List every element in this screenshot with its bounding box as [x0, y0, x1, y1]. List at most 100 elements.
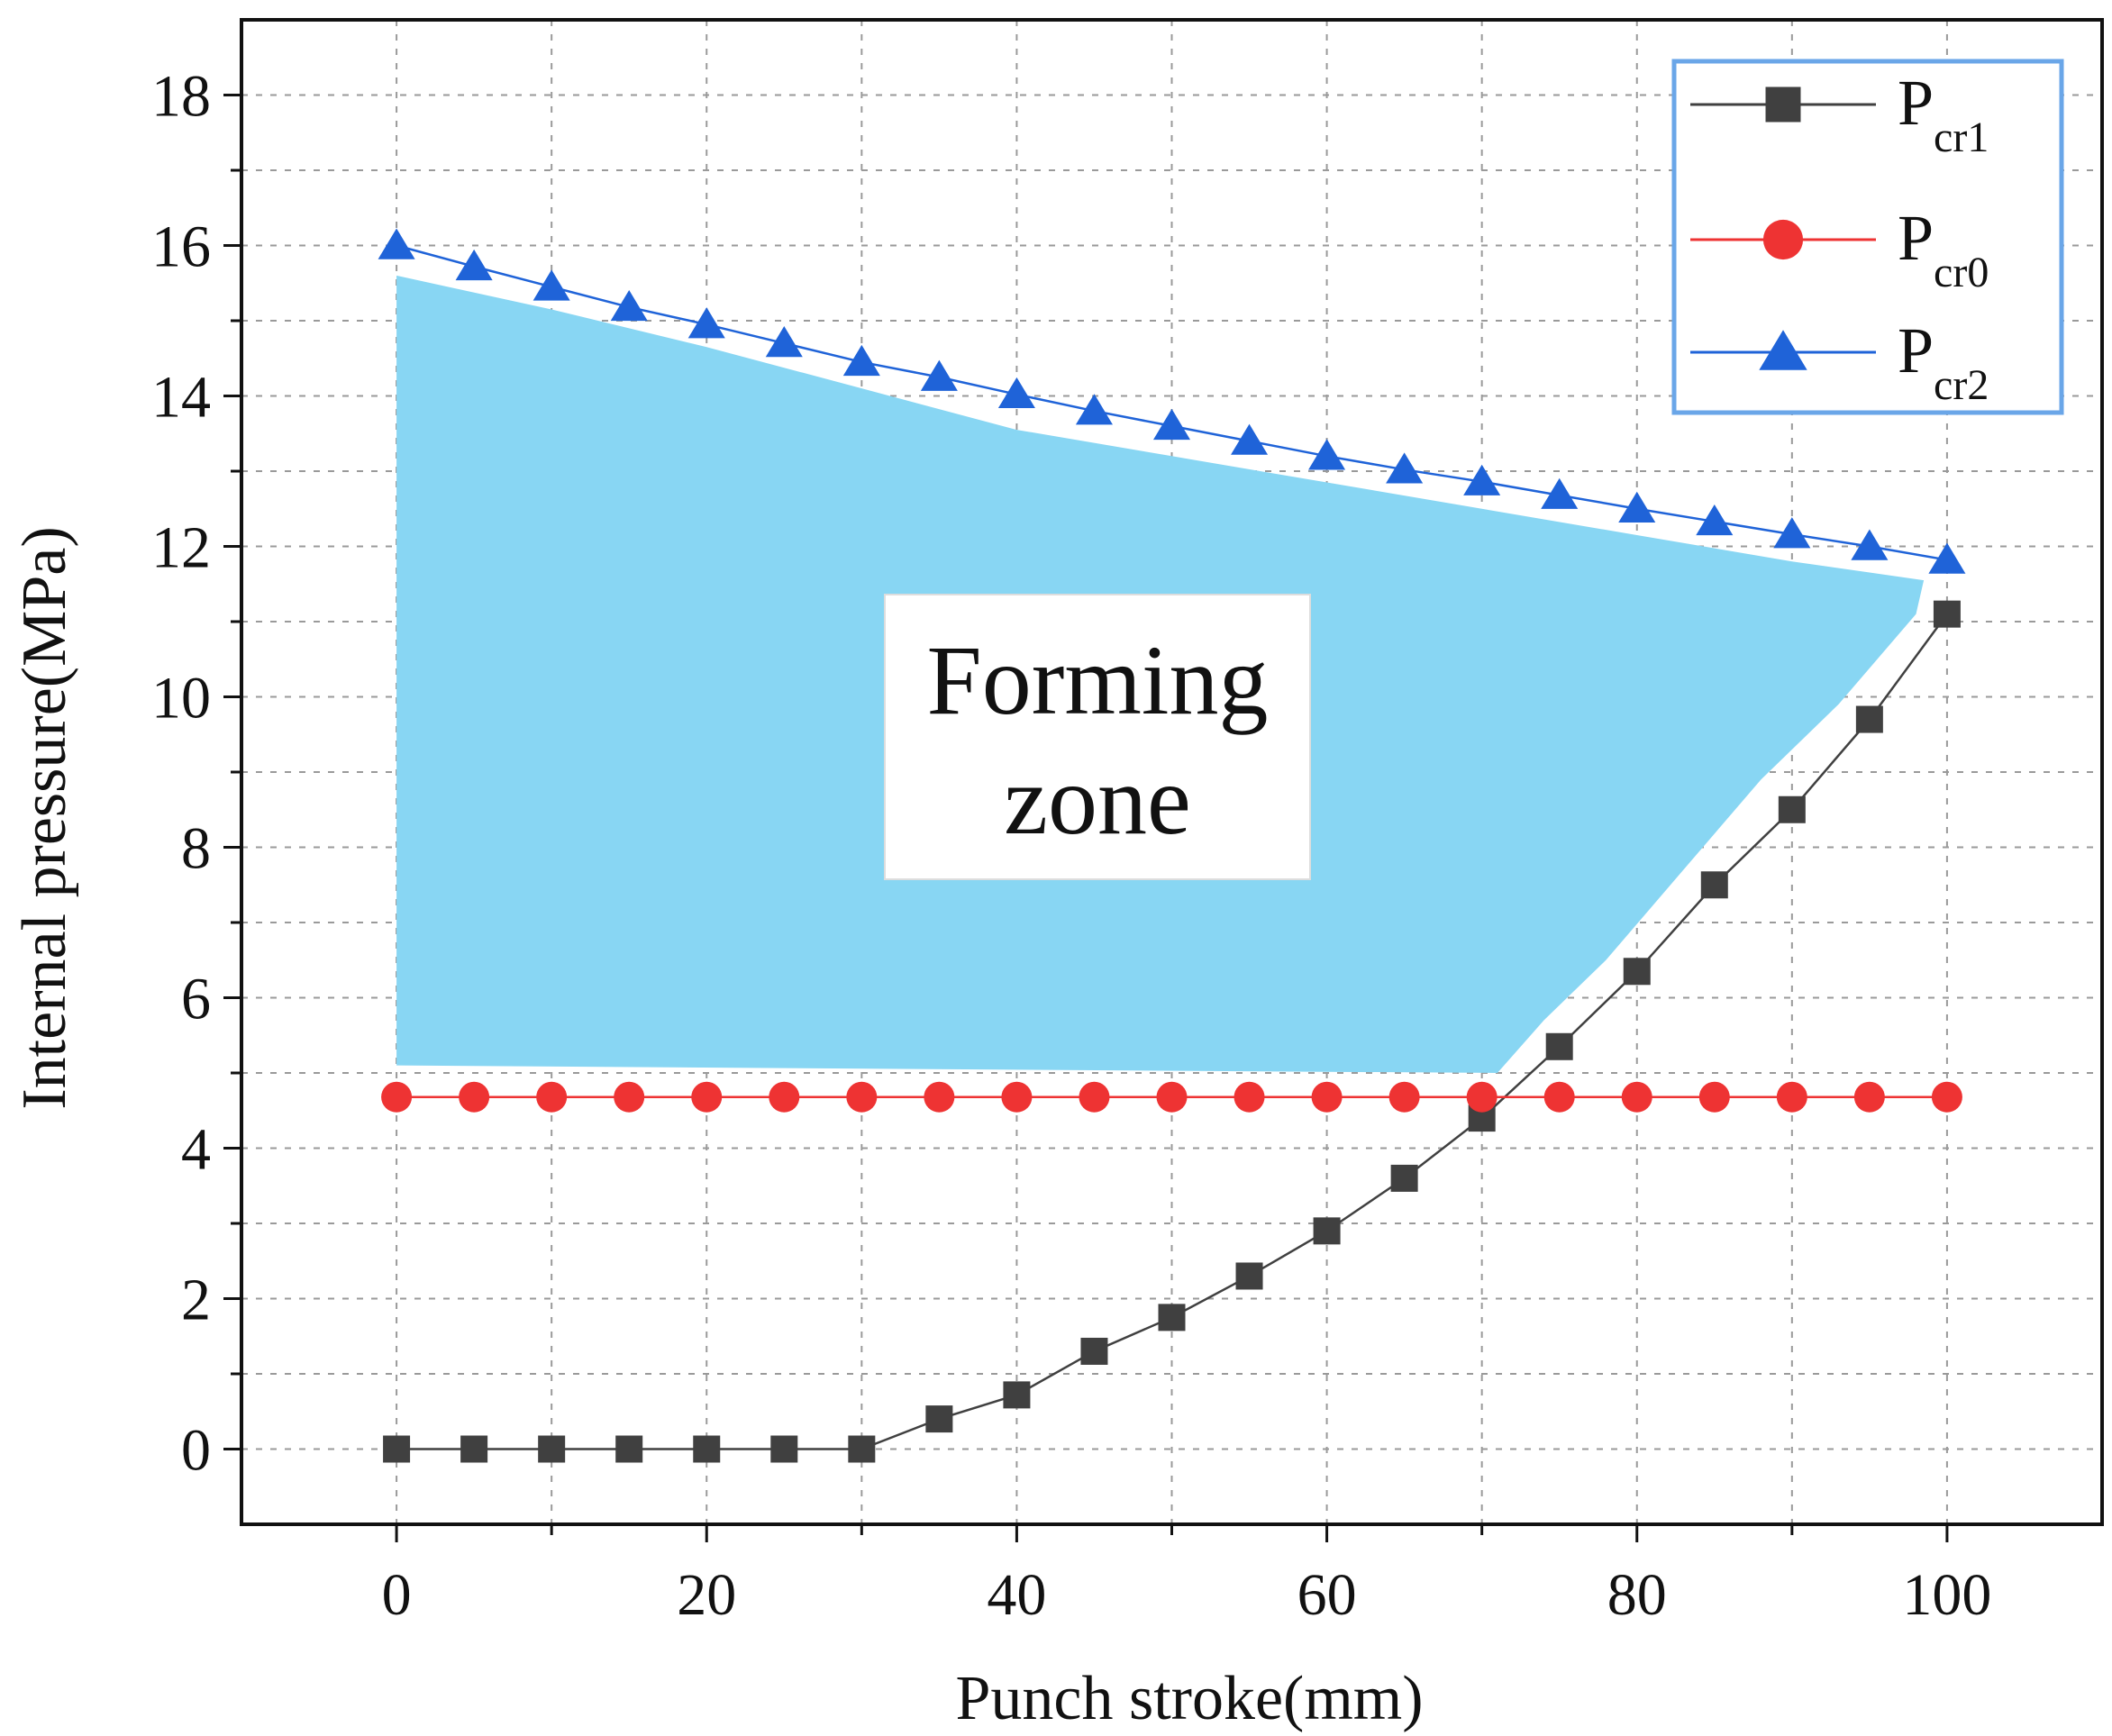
data-point-cr0	[1698, 1081, 1730, 1113]
data-point-cr0	[691, 1081, 723, 1113]
forming-zone-label: Forming zone	[884, 594, 1311, 880]
data-point-cr2	[1618, 491, 1656, 523]
data-point-cr0	[1543, 1081, 1575, 1113]
data-point-cr0	[1311, 1081, 1343, 1113]
data-point-cr1	[1778, 795, 1806, 823]
data-point-cr0	[381, 1081, 413, 1113]
forming-zone-box	[884, 594, 1311, 880]
series-cr0	[381, 1081, 1962, 1113]
data-point-cr0	[1234, 1081, 1265, 1113]
data-point-cr2	[455, 249, 493, 281]
legend-marker	[1762, 219, 1804, 260]
data-point-cr1	[538, 1435, 566, 1463]
data-point-cr0	[459, 1081, 490, 1113]
legend-entry-cr1: Pcr1	[1690, 67, 1989, 161]
data-point-cr2	[610, 289, 648, 322]
y-tick-label: 0	[181, 1418, 211, 1484]
data-point-cr1	[1700, 871, 1728, 899]
data-point-cr2	[920, 359, 958, 391]
data-point-cr1	[1545, 1032, 1573, 1060]
data-point-cr2	[1696, 504, 1734, 536]
legend-label: Pcr1	[1898, 67, 1989, 161]
y-tick-label: 18	[151, 64, 211, 130]
data-point-cr0	[1853, 1081, 1885, 1113]
data-point-cr2	[1773, 517, 1811, 549]
forming-zone-line2: zone	[1004, 745, 1191, 855]
legend-label-main: P	[1898, 67, 1934, 139]
legend-entry-cr0: Pcr0	[1690, 202, 1989, 296]
data-point-cr0	[1776, 1081, 1807, 1113]
data-point-cr1	[1313, 1217, 1341, 1245]
data-point-cr1	[1003, 1381, 1031, 1409]
data-point-cr2	[1928, 542, 1966, 574]
legend-label-subscript: cr1	[1934, 114, 1989, 161]
data-point-cr0	[1156, 1081, 1188, 1113]
x-tick-label: 0	[382, 1562, 412, 1628]
x-tick-label: 20	[677, 1562, 736, 1628]
y-tick-label: 4	[181, 1117, 211, 1183]
data-point-cr2	[1386, 452, 1424, 484]
ticks: 0 20 40 60 80 100 0 2 4 6 8 10 12 14 16 18	[151, 64, 1991, 1629]
data-point-cr1	[1390, 1164, 1418, 1192]
data-point-cr0	[1079, 1081, 1110, 1113]
x-tick-label: 100	[1902, 1562, 1991, 1628]
legend-label-subscript: cr2	[1934, 361, 1989, 409]
data-point-cr2	[1075, 394, 1113, 425]
data-point-cr1	[1158, 1304, 1186, 1332]
legend-label: Pcr2	[1898, 314, 1989, 409]
data-point-cr0	[1001, 1081, 1033, 1113]
y-tick-label: 12	[151, 515, 211, 581]
series-cr1	[383, 600, 1961, 1463]
x-tick-label: 80	[1607, 1562, 1667, 1628]
data-point-cr1	[770, 1435, 798, 1463]
data-point-cr2	[1463, 464, 1501, 495]
series-cr2	[378, 228, 1966, 574]
data-point-cr1	[1623, 958, 1651, 986]
data-point-cr0	[1621, 1081, 1652, 1113]
data-point-cr1	[693, 1435, 721, 1463]
data-point-cr0	[1388, 1081, 1420, 1113]
data-point-cr0	[924, 1081, 955, 1113]
data-point-cr2	[842, 344, 880, 377]
data-point-cr0	[536, 1081, 568, 1113]
data-point-cr1	[925, 1405, 953, 1433]
legend-label-subscript: cr0	[1934, 249, 1989, 296]
data-point-cr2	[765, 326, 803, 358]
legend-label-main: P	[1898, 202, 1934, 274]
data-point-cr2	[687, 307, 725, 339]
data-point-cr1	[848, 1435, 876, 1463]
data-point-cr2	[1308, 439, 1346, 470]
data-point-cr1	[615, 1435, 643, 1463]
legend-marker	[1765, 86, 1801, 123]
x-tick-label: 40	[987, 1562, 1046, 1628]
data-point-cr2	[1851, 529, 1889, 560]
data-point-cr0	[1931, 1081, 1962, 1113]
data-point-cr2	[533, 269, 570, 301]
x-axis-title: Punch stroke(mm)	[955, 1664, 1423, 1733]
data-point-cr1	[1933, 600, 1961, 628]
data-point-cr1	[383, 1435, 411, 1463]
y-axis-title: Internal pressure(MPa)	[10, 526, 79, 1109]
y-tick-label: 8	[181, 816, 211, 882]
data-point-cr1	[1080, 1337, 1108, 1365]
data-point-cr0	[614, 1081, 645, 1113]
y-tick-label: 10	[151, 666, 211, 732]
legend-label: Pcr0	[1898, 202, 1989, 296]
legend-box	[1671, 59, 2064, 415]
data-point-cr0	[769, 1081, 800, 1113]
data-point-cr2	[1231, 423, 1269, 455]
data-point-cr1	[460, 1435, 488, 1463]
y-tick-label: 2	[181, 1268, 211, 1333]
data-point-cr2	[1152, 408, 1191, 441]
data-point-cr0	[846, 1081, 878, 1113]
y-tick-label: 6	[181, 967, 211, 1032]
series-layer	[378, 228, 1966, 1463]
y-tick-label: 16	[151, 214, 211, 280]
x-tick-label: 60	[1297, 1562, 1357, 1628]
data-point-cr2	[378, 228, 415, 259]
data-point-cr2	[1541, 477, 1579, 509]
data-point-cr1	[1855, 705, 1883, 733]
data-point-cr1	[1235, 1262, 1263, 1290]
